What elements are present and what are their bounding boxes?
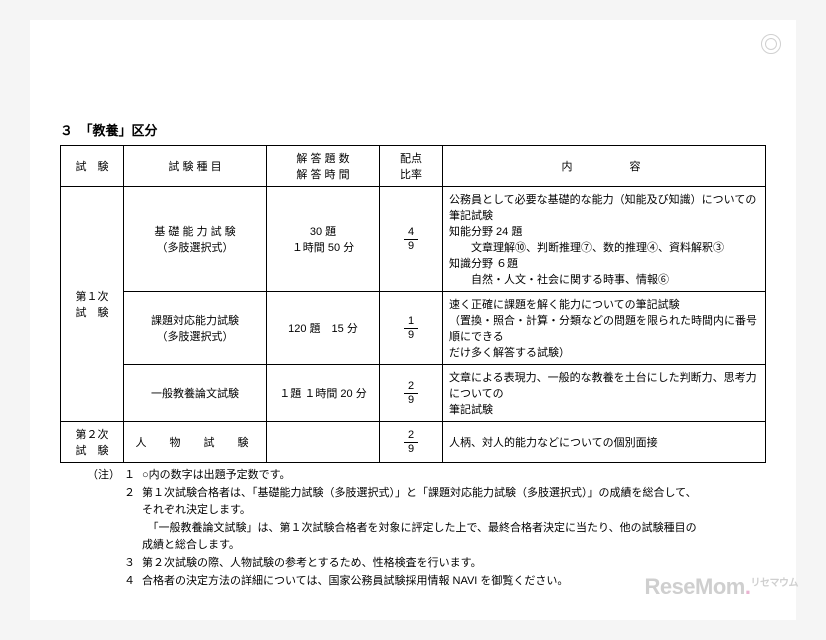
note-text: 第１次試験合格者は、「基礎能力試験（多肢選択式）」と「課題対応能力試験（多肢選択… bbox=[142, 485, 766, 555]
cell-type: 人 物 試 験 bbox=[124, 422, 267, 463]
note-text: ○内の数字は出題予定数です。 bbox=[142, 467, 766, 485]
cell-type: 基 礎 能 力 試 験 （多肢選択式） bbox=[124, 187, 267, 292]
th-count: 解 答 題 数 解 答 時 間 bbox=[267, 146, 380, 187]
note-number: ４ bbox=[124, 573, 142, 591]
cell-ratio: 29 bbox=[380, 365, 443, 422]
notes-label: （注） bbox=[60, 467, 124, 485]
cell-count: 30 題 １時間 50 分 bbox=[267, 187, 380, 292]
note-text: 第２次試験の際、人物試験の参考とするため、性格検査を行います。 bbox=[142, 555, 766, 573]
th-content: 内 容 bbox=[443, 146, 766, 187]
cell-type: 一般教養論文試験 bbox=[124, 365, 267, 422]
cell-stage1-label: 第１次 試 験 bbox=[61, 187, 124, 422]
th-type: 試 験 種 目 bbox=[124, 146, 267, 187]
note-number: １ bbox=[124, 467, 142, 485]
th-ratio: 配点 比率 bbox=[380, 146, 443, 187]
exam-table: 試 験 試 験 種 目 解 答 題 数 解 答 時 間 配点 比率 内 容 第１… bbox=[60, 145, 766, 463]
cell-type: 課題対応能力試験 （多肢選択式） bbox=[124, 292, 267, 365]
cell-stage2-label: 第２次 試 験 bbox=[61, 422, 124, 463]
table-row: 一般教養論文試験 １題 １時間 20 分 29 文章による表現力、一般的な教養を… bbox=[61, 365, 766, 422]
cell-count bbox=[267, 422, 380, 463]
table-row: 課題対応能力試験 （多肢選択式） 120 題 15 分 19 速く正確に課題を解… bbox=[61, 292, 766, 365]
note-number: ３ bbox=[124, 555, 142, 573]
note-number: ２ bbox=[124, 485, 142, 555]
cell-ratio: 49 bbox=[380, 187, 443, 292]
notes-block: （注） １ ○内の数字は出題予定数です。 ２ 第１次試験合格者は、「基礎能力試験… bbox=[60, 467, 766, 590]
cell-ratio: 29 bbox=[380, 422, 443, 463]
cell-content: 文章による表現力、一般的な教養を土台にした判断力、思考力についての 筆記試験 bbox=[443, 365, 766, 422]
watermark-logo: ReseMom.リセマウム bbox=[644, 574, 798, 600]
table-row: 第２次 試 験 人 物 試 験 29 人柄、対人的能力などについての個別面接 bbox=[61, 422, 766, 463]
document-page: ３ 「教養」区分 試 験 試 験 種 目 解 答 題 数 解 答 時 間 配点 … bbox=[30, 20, 796, 620]
cell-ratio: 19 bbox=[380, 292, 443, 365]
cell-content: 速く正確に課題を解く能力についての筆記試験 （置換・照合・計算・分類などの問題を… bbox=[443, 292, 766, 365]
cell-content: 公務員として必要な基礎的な能力（知能及び知識）についての筆記試験 知能分野 24… bbox=[443, 187, 766, 292]
th-shiken: 試 験 bbox=[61, 146, 124, 187]
corner-ornament bbox=[761, 34, 781, 54]
table-row: 第１次 試 験 基 礎 能 力 試 験 （多肢選択式） 30 題 １時間 50 … bbox=[61, 187, 766, 292]
table-header-row: 試 験 試 験 種 目 解 答 題 数 解 答 時 間 配点 比率 内 容 bbox=[61, 146, 766, 187]
cell-content: 人柄、対人的能力などについての個別面接 bbox=[443, 422, 766, 463]
cell-count: 120 題 15 分 bbox=[267, 292, 380, 365]
section-heading: ３ 「教養」区分 bbox=[60, 120, 766, 139]
cell-count: １題 １時間 20 分 bbox=[267, 365, 380, 422]
